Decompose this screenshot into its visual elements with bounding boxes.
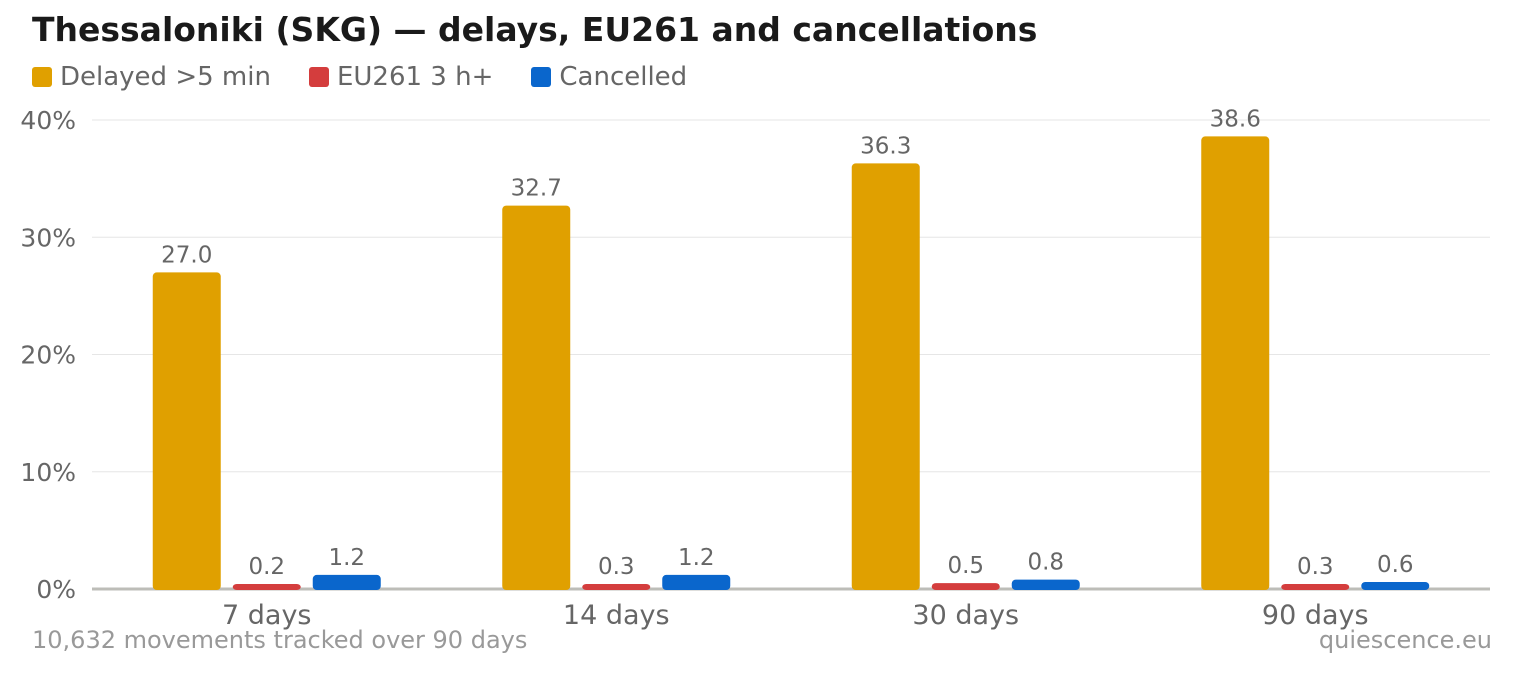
bar-eu261-3-h--3 [931,583,1000,590]
bar-value-label: 27.0 [161,242,212,268]
bar-value-label: 1.2 [328,545,365,571]
y-tick-label: 30% [20,223,76,252]
footer-note: 10,632 movements tracked over 90 days [32,626,528,654]
footer-source: quiescence.eu [1318,626,1492,654]
bar-cancelled-3 [1011,579,1080,590]
y-tick-label: 0% [36,575,76,604]
bar-eu261-3-h--2 [582,584,651,590]
bar-value-label: 32.7 [511,176,562,202]
x-tick-label: 90 days [1262,600,1369,631]
bar-value-label: 38.6 [1210,106,1261,132]
gridlines [92,119,1490,591]
legend-swatch-delayed [32,67,52,87]
legend-item-cancelled: Cancelled [531,62,687,92]
x-tick-label: 7 days [222,600,312,631]
bar-value-labels: 27.0 0.2 1.2 32.7 0.3 1.2 36.3 0.5 0.8 38.6 0.3 0.6 [161,106,1413,580]
legend-label-cancelled: Cancelled [559,62,688,92]
bar-cancelled-4 [1361,581,1430,590]
legend-label-eu261: EU261 3 h+ [336,62,494,92]
bar-eu261-3-h--4 [1281,584,1350,590]
legend-label-delayed: Delayed >5 min [60,62,271,92]
bar-value-label: 0.3 [1297,554,1334,580]
bar-value-label: 1.2 [678,545,715,571]
bar-cancelled-1 [312,574,381,590]
bar-value-label: 0.8 [1027,550,1064,576]
bar-value-label: 0.2 [248,554,285,580]
x-tick-label: 30 days [912,600,1019,631]
legend-swatch-eu261 [308,67,329,87]
x-tick-labels: 7 days 14 days 30 days 90 days [222,600,1369,631]
bar-value-label: 0.6 [1377,552,1414,578]
bar-value-label: 0.5 [947,553,984,579]
legend-item-eu261: EU261 3 h+ [308,62,494,92]
bars [152,136,1430,591]
y-tick-label: 40% [20,106,76,135]
bar-delayed-5-min-4 [1201,136,1270,591]
bar-delayed-5-min-3 [851,163,920,590]
bar-delayed-5-min-2 [502,205,571,590]
y-tick-labels: 0% 10% 20% 30% 40% [20,106,76,604]
x-tick-label: 14 days [563,600,670,631]
bar-value-label: 36.3 [860,133,911,159]
bar-cancelled-2 [662,574,731,590]
bar-delayed-5-min-1 [152,272,221,590]
bar-value-label: 0.3 [598,554,635,580]
chart-legend: Delayed >5 min EU261 3 h+ Cancelled [32,60,725,94]
y-tick-label: 20% [20,341,76,370]
bar-eu261-3-h--1 [232,584,301,590]
legend-swatch-cancelled [531,67,552,87]
chart-title: Thessaloniki (SKG) — delays, EU261 and c… [32,10,1038,49]
y-tick-label: 10% [20,458,76,487]
legend-item-delayed: Delayed >5 min [32,62,271,92]
